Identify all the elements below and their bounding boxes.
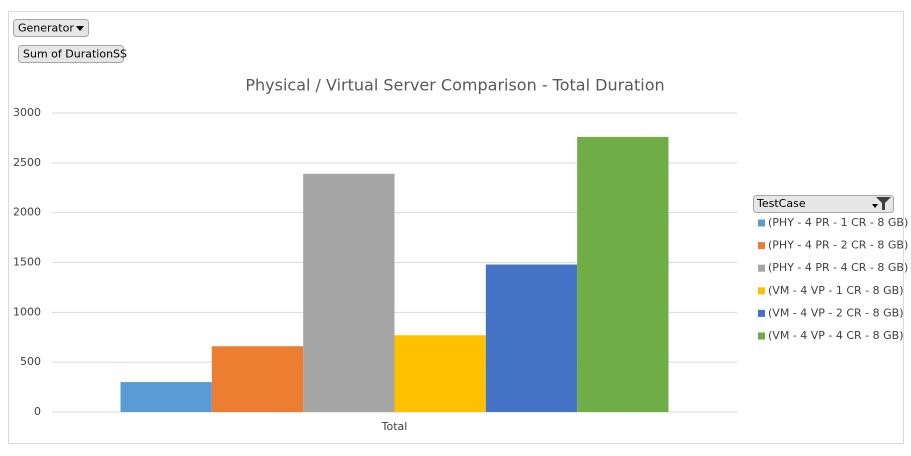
button-bg — [13, 19, 89, 37]
legend-swatch — [758, 287, 765, 295]
legend-label: (PHY - 4 PR - 2 CR - 8 GB) — [768, 239, 908, 252]
y-tick-label: 3000 — [13, 106, 41, 119]
y-tick-label: 500 — [20, 355, 41, 368]
y-tick-label: 2000 — [13, 206, 41, 219]
button-bg — [18, 45, 124, 63]
button-label: Generator — [18, 22, 74, 35]
y-tick-label: 0 — [34, 405, 41, 418]
legend-label: (VM - 4 VP - 4 CR - 8 GB) — [768, 329, 904, 342]
bar — [394, 335, 486, 412]
bar — [120, 382, 212, 412]
chart-title: Physical / Virtual Server Comparison - T… — [245, 76, 664, 95]
button-label: TestCase — [756, 197, 806, 210]
y-tick-label: 2500 — [13, 156, 41, 169]
legend-label: (PHY - 4 PR - 4 CR - 8 GB) — [768, 261, 908, 274]
legend-label: (VM - 4 VP - 2 CR - 8 GB) — [768, 306, 904, 319]
legend-label: (PHY - 4 PR - 1 CR - 8 GB) — [768, 216, 908, 229]
dropdown-arrow — [872, 204, 878, 208]
x-tick-label: Total — [381, 420, 408, 433]
legend-swatch — [758, 264, 765, 272]
report-filter-button[interactable]: Generator — [13, 19, 89, 37]
y-tick-label: 1500 — [13, 256, 41, 269]
button-bg — [753, 195, 894, 213]
bar — [485, 264, 578, 412]
legend-swatch — [758, 242, 765, 250]
bar — [303, 173, 395, 412]
legend-label: (VM - 4 VP - 1 CR - 8 GB) — [768, 284, 904, 297]
legend-swatch — [758, 219, 765, 227]
legend-swatch — [758, 332, 765, 340]
y-tick-label: 1000 — [13, 305, 41, 318]
button-label: Sum of DurationSS — [23, 48, 127, 61]
value-field-button[interactable]: Sum of DurationSS — [18, 45, 128, 63]
filter-icon — [876, 197, 891, 210]
bar — [211, 346, 304, 412]
legend-field-button[interactable]: TestCase — [753, 195, 894, 213]
legend-swatch — [758, 309, 765, 317]
dropdown-arrow — [76, 26, 84, 31]
bar — [577, 136, 669, 413]
